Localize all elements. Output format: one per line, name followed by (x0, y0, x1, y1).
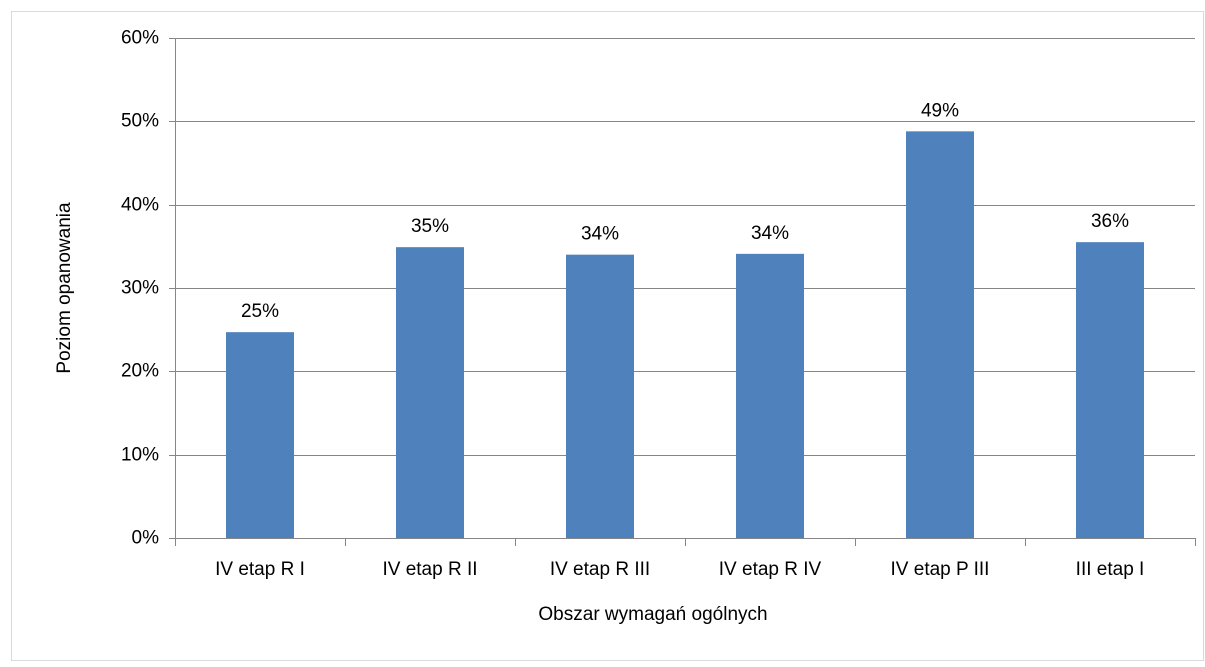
bar (906, 131, 974, 539)
y-tick-label: 0% (132, 528, 160, 549)
y-axis-title: Poziom opanowania (54, 202, 75, 374)
x-tick-label: IV etap R II (382, 559, 477, 580)
y-tick-label: 10% (121, 445, 159, 466)
y-tick-label: 60% (121, 28, 159, 49)
bar (736, 253, 804, 539)
x-axis-title: Obszar wymagań ogólnych (538, 604, 767, 625)
y-tick-label: 30% (121, 278, 159, 299)
value-label: 34% (751, 223, 789, 244)
value-label: 49% (921, 100, 959, 121)
value-label: 36% (1091, 211, 1129, 232)
x-tick-label: IV etap P III (891, 559, 990, 580)
x-tick-label: III etap I (1076, 559, 1145, 580)
bar (1076, 242, 1144, 538)
bar (396, 247, 464, 538)
value-label: 34% (581, 224, 619, 245)
x-tick-label: IV etap R I (215, 559, 305, 580)
x-tick-label: IV etap R III (550, 559, 650, 580)
value-label: 25% (241, 301, 279, 322)
x-tick-label: IV etap R IV (719, 559, 822, 580)
y-tick-label: 20% (121, 361, 159, 382)
y-tick-label: 50% (121, 111, 159, 132)
bar (566, 254, 634, 538)
y-tick-label: 40% (121, 195, 159, 216)
value-label: 35% (411, 216, 449, 237)
bar (226, 332, 294, 538)
